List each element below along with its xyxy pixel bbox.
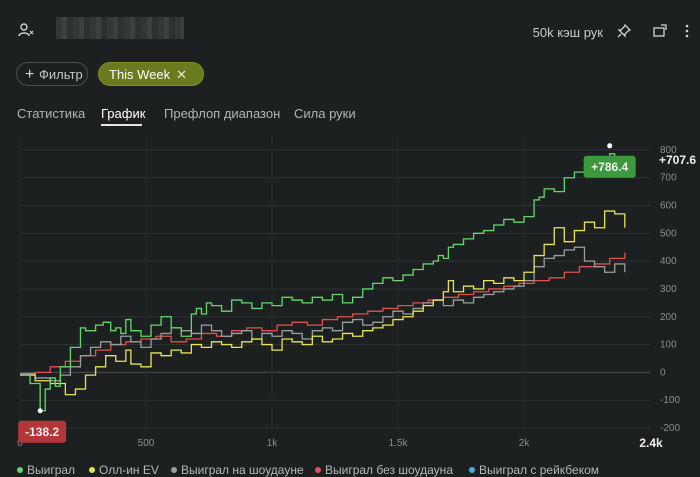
x-axis-ticks: 0 500 1k 1.5k 2k 2.4k (17, 436, 663, 450)
y-tick-label: 800 (660, 145, 677, 156)
y-tick-label: 100 (660, 340, 677, 351)
table-name: 50k кэш рук (532, 25, 603, 40)
x-tick-label: 2k (519, 438, 531, 449)
user-icon[interactable] (18, 22, 34, 38)
active-filter-chip[interactable]: This Week ✕ (98, 62, 204, 86)
chart-labels: +786.4 -138.2 +707.6 (18, 143, 696, 443)
max-marker (607, 143, 613, 149)
close-icon[interactable]: ✕ (176, 67, 188, 82)
y-tick-label: 700 (660, 173, 677, 184)
legend-label: Олл-ин EV (99, 463, 159, 477)
min-badge (18, 420, 67, 443)
series-line (20, 153, 626, 412)
x-tick-label: 1.5k (389, 438, 409, 449)
more-vertical-icon[interactable] (684, 23, 690, 39)
filter-label: Фильтр (39, 67, 83, 82)
y-tick-label: 200 (660, 312, 677, 323)
legend-label: Выиграл (27, 463, 76, 477)
y-tick-label: 400 (660, 256, 677, 267)
x-end-label: 2.4k (639, 436, 663, 450)
legend-dot (171, 466, 177, 473)
y-tick-label: -200 (660, 423, 680, 434)
top-bar: 50k кэш рук (0, 0, 700, 56)
legend-item-won[interactable]: Выиграл (17, 463, 75, 477)
legend-dot (315, 466, 321, 473)
tab-hand-strength[interactable]: Сила руки (294, 106, 356, 121)
add-filter-button[interactable]: + Фильтр (16, 62, 88, 86)
y-tick-label: 600 (660, 201, 677, 212)
legend-dot (89, 466, 95, 473)
y-tick-label: 0 (660, 367, 666, 378)
legend-dot (17, 466, 23, 473)
series-line (20, 210, 626, 396)
share-icon[interactable] (653, 24, 667, 38)
active-tab-indicator (101, 124, 142, 126)
legend-item-won-rakeback[interactable]: Выиграл с рейкбеком (469, 463, 599, 477)
max-label: +786.4 (591, 160, 628, 174)
results-chart[interactable]: -200 -100 0 100 200 300 400 500 600 700 800 0 500 1k… (0, 130, 700, 456)
min-marker (37, 408, 43, 414)
x-tick-label: 0 (17, 438, 23, 449)
legend-label: Выиграл с рейкбеком (479, 463, 600, 477)
series-line (20, 252, 626, 375)
pin-icon[interactable] (617, 24, 631, 38)
legend-item-allin-ev[interactable]: Олл-ин EV (89, 463, 159, 477)
legend-dot (469, 466, 475, 473)
x-tick-label: 500 (138, 438, 155, 449)
x-tick-label: 1k (267, 438, 279, 449)
blurred-player-name (56, 17, 184, 39)
y-tick-label: -100 (660, 395, 680, 406)
y-tick-label: 300 (660, 284, 677, 295)
y-tick-label: 500 (660, 228, 677, 239)
active-filter-label: This Week (109, 67, 171, 82)
tab-preflop-range[interactable]: Префлоп диапазон (164, 106, 281, 121)
y-axis-ticks: -200 -100 0 100 200 300 400 500 600 700 800 (660, 145, 680, 434)
tab-statistics[interactable]: Статистика (17, 106, 86, 121)
chart-grid (19, 136, 650, 429)
chart-lines (20, 153, 626, 412)
series-line (20, 246, 626, 382)
final-value-label: +707.6 (659, 153, 696, 167)
tab-graph[interactable]: График (101, 106, 146, 121)
legend-label: Выиграл на шоудауне (181, 463, 304, 477)
legend-item-won-showdown[interactable]: Выиграл на шоудауне (171, 463, 304, 477)
min-label: -138.2 (25, 425, 59, 439)
legend-label: Выиграл без шоудауна (325, 463, 453, 477)
max-badge (583, 155, 636, 178)
legend-item-won-no-showdown[interactable]: Выиграл без шоудауна (315, 463, 453, 477)
chart-legend: Выиграл Олл-ин EV Выиграл на шоудауне Вы… (17, 463, 700, 477)
plus-icon: + (25, 66, 35, 83)
